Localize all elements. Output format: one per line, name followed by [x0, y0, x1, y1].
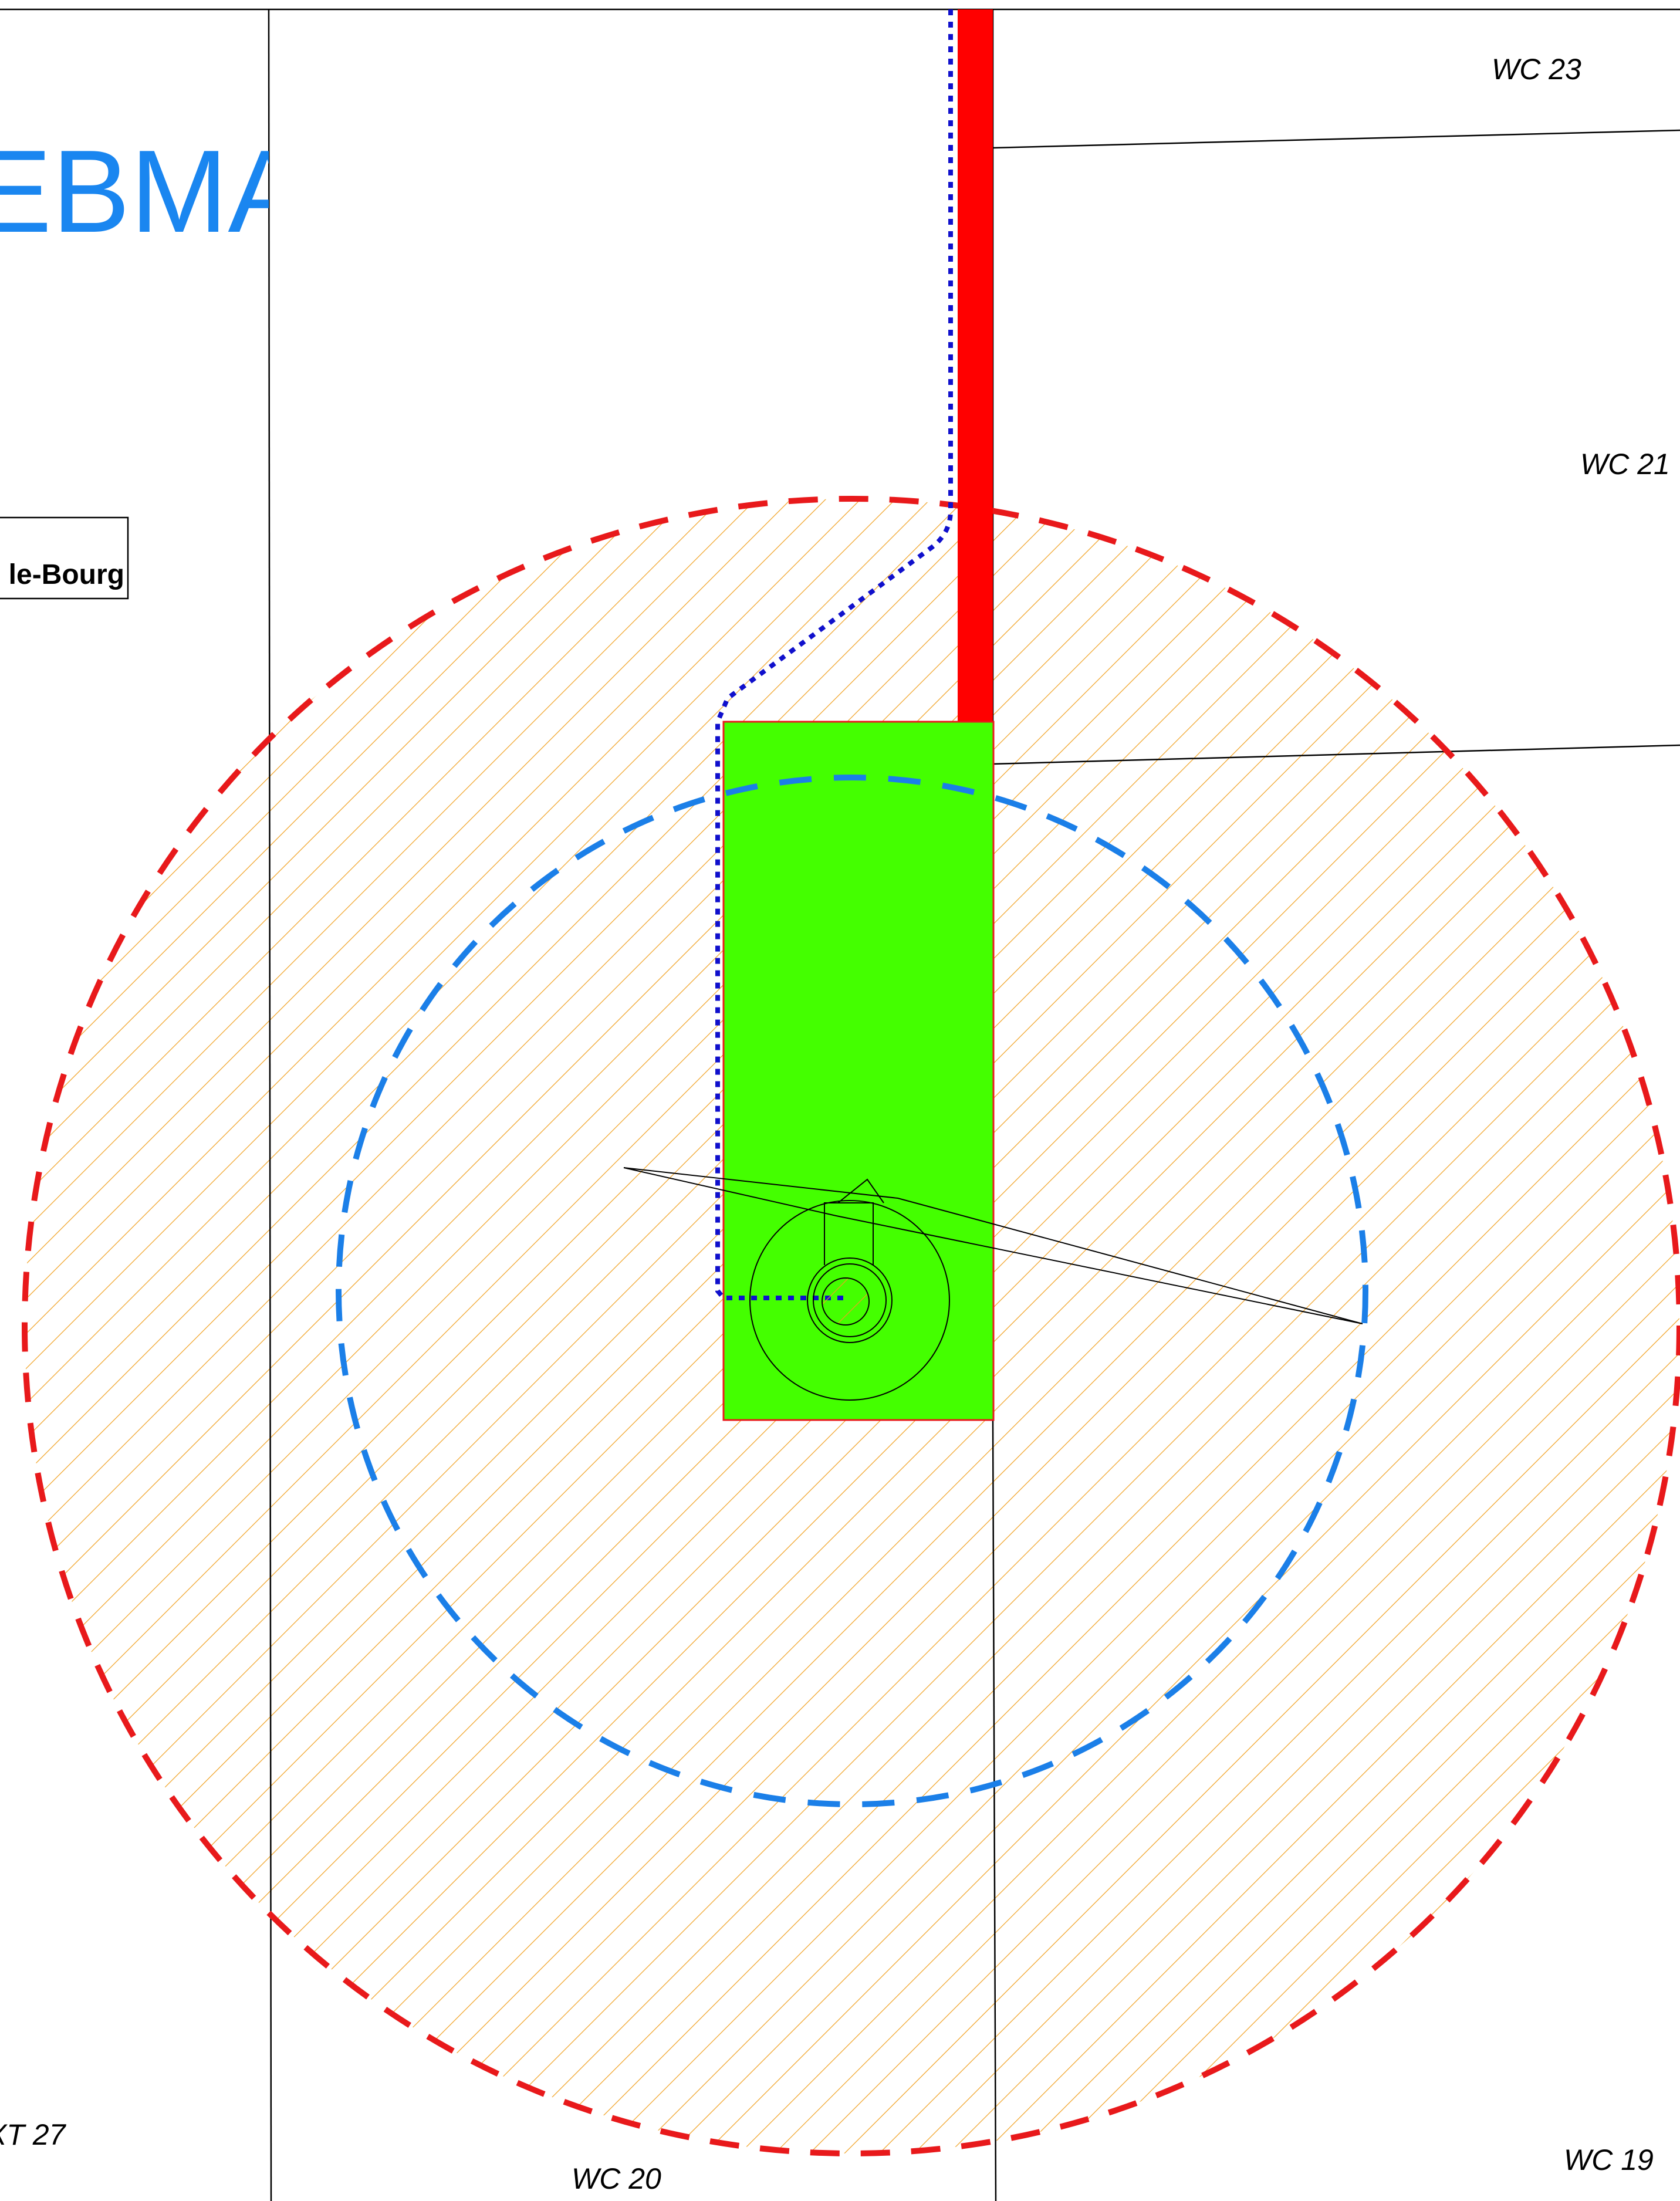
- parcel-label-wc20: WC 20: [572, 2162, 661, 2195]
- turbine-foundation-circle: [749, 1200, 950, 1401]
- cable-route: [715, 9, 953, 1300]
- parcel-boundary-right-lower: [992, 1419, 997, 2201]
- outer-radius-circle: [22, 496, 1680, 2156]
- parcel-label-xt27: XT 27: [0, 2118, 67, 2151]
- turbine-mast-circle: [807, 1257, 893, 1343]
- turbine-mast-inner-circle: [813, 1263, 887, 1337]
- parcel-boundary-wc21: [992, 744, 1680, 765]
- parcel-label-wc21: WC 21: [1580, 448, 1670, 481]
- map-title: EBMA 07: [0, 126, 463, 257]
- crane-platform: [722, 721, 995, 1421]
- turbine-hatched-core: [822, 1277, 870, 1326]
- access-track: [958, 9, 993, 722]
- place-label-box: [0, 516, 129, 600]
- parcel-label-wc23: WC 23: [1492, 53, 1581, 86]
- inner-radius-circle: [336, 775, 1368, 1807]
- parcel-boundary-left: [268, 9, 272, 2201]
- place-label: le-Bourg: [9, 559, 124, 590]
- parcel-label-wc19: WC 19: [1564, 2143, 1654, 2176]
- turbine-nacelle: [824, 1202, 874, 1265]
- turbine-nose: [837, 1178, 884, 1203]
- turbine-symbol: [623, 1167, 1363, 1401]
- turbine-blades: [623, 1167, 1363, 1324]
- parcel-boundary-wc23: [992, 129, 1680, 149]
